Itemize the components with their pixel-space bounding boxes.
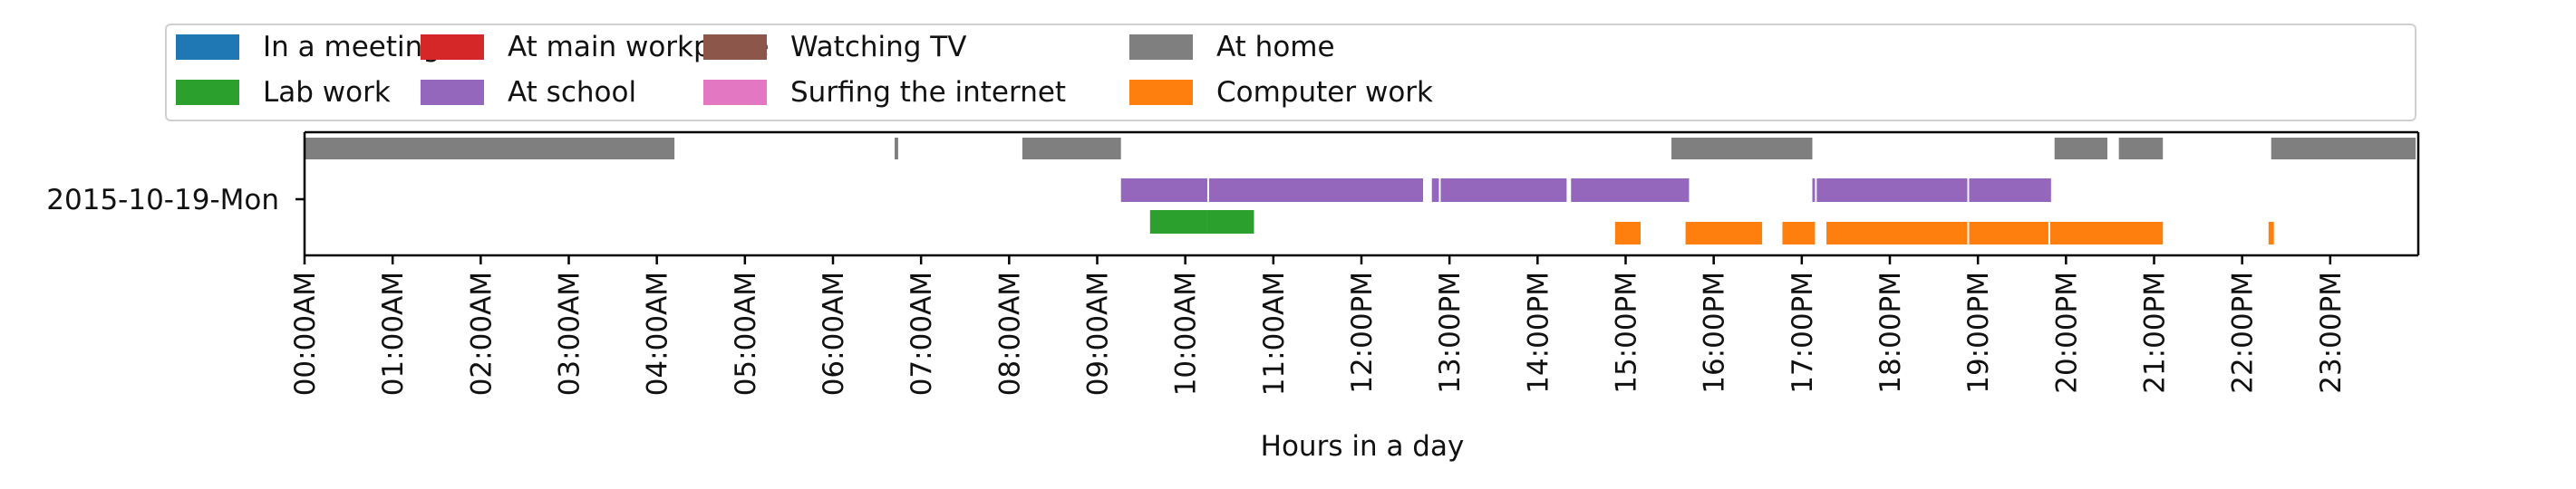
x-tick-label: 06:00AM [818, 272, 850, 396]
bar-lab-work-1 [1206, 210, 1254, 234]
x-tick-label: 18:00PM [1874, 272, 1907, 394]
legend-swatch [421, 80, 484, 105]
bar-at-home-2 [1022, 138, 1121, 159]
bar-at-school-0 [1120, 178, 1207, 202]
legend: In a meeting Lab work At main workplace At … [165, 24, 2416, 121]
bar-at-home-0 [305, 138, 675, 159]
legend-label: At school [508, 76, 637, 109]
x-tick-label: 13:00PM [1434, 272, 1467, 394]
bar-at-school-1 [1208, 178, 1424, 202]
legend-swatch [1129, 34, 1193, 60]
legend-swatch [176, 80, 239, 105]
legend-item: At home [1129, 29, 1335, 65]
bar-at-school-6 [1816, 178, 1968, 202]
row-label: 2015-10-19-Mon [46, 184, 279, 216]
legend-swatch [421, 34, 484, 60]
x-tick-label: 00:00AM [289, 272, 322, 396]
x-tick-label: 09:00AM [1082, 272, 1115, 396]
legend-swatch [703, 80, 767, 105]
bar-at-home-1 [895, 138, 898, 159]
bar-at-home-3 [1671, 138, 1813, 159]
bar-computer-work-5 [2049, 222, 2164, 244]
legend-item: In a meeting [176, 29, 441, 65]
bar-computer-work-2 [1782, 222, 1816, 244]
x-tick-label: 11:00AM [1258, 272, 1291, 396]
x-tick-label: 10:00AM [1170, 272, 1203, 396]
bar-at-school-3 [1440, 178, 1567, 202]
bar-computer-work-3 [1826, 222, 1968, 244]
activity-bars [305, 138, 2416, 244]
x-tick-label: 02:00AM [465, 272, 498, 396]
legend-label: Lab work [263, 76, 391, 109]
x-ticks: 00:00AM 01:00AM 02:00AM 03:00AM 04:00AM 05:00… [289, 255, 2348, 396]
bar-at-school-2 [1431, 178, 1439, 202]
bar-computer-work-0 [1614, 222, 1641, 244]
legend-label: At home [1216, 31, 1335, 63]
x-axis-label: Hours in a day [1261, 430, 1465, 463]
x-tick-label: 22:00PM [2227, 272, 2260, 394]
legend-item: Surfing the internet [703, 74, 1066, 110]
legend-label: In a meeting [263, 31, 441, 63]
x-tick-label: 16:00PM [1699, 272, 1731, 394]
bar-at-school-4 [1571, 178, 1690, 202]
x-tick-label: 12:00PM [1346, 272, 1379, 394]
x-tick-label: 15:00PM [1611, 272, 1643, 394]
x-tick-label: 04:00AM [642, 272, 674, 396]
bar-at-home-6 [2271, 138, 2416, 159]
legend-swatch [176, 34, 239, 60]
bar-computer-work-4 [1969, 222, 2048, 244]
legend-item: At school [421, 74, 636, 110]
x-tick-label: 21:00PM [2139, 272, 2172, 394]
legend-swatch [1129, 80, 1193, 105]
legend-label: Watching TV [790, 31, 967, 63]
bar-computer-work-1 [1685, 222, 1763, 244]
legend-item: Computer work [1129, 74, 1433, 110]
bar-at-school-5 [1812, 178, 1816, 202]
x-tick-label: 08:00AM [993, 272, 1026, 396]
x-tick-label: 19:00PM [1962, 272, 1995, 394]
bar-at-school-7 [1969, 178, 2051, 202]
x-tick-label: 14:00PM [1522, 272, 1554, 394]
x-tick-label: 05:00AM [730, 272, 762, 396]
legend-label: Surfing the internet [790, 76, 1067, 109]
x-tick-label: 03:00AM [554, 272, 586, 396]
legend-label: Computer work [1216, 76, 1433, 109]
x-tick-label: 07:00AM [905, 272, 938, 396]
x-tick-label: 17:00PM [1787, 272, 1819, 394]
bar-lab-work-0 [1149, 210, 1207, 234]
x-tick-label: 23:00PM [2315, 272, 2348, 394]
x-tick-label: 20:00PM [2050, 272, 2083, 394]
bar-computer-work-6 [2268, 222, 2274, 244]
bar-at-home-4 [2054, 138, 2108, 159]
legend-swatch [703, 34, 767, 60]
legend-item: Lab work [176, 74, 391, 110]
bar-at-home-5 [2118, 138, 2164, 159]
x-tick-label: 01:00AM [377, 272, 410, 396]
legend-item: Watching TV [703, 29, 966, 65]
